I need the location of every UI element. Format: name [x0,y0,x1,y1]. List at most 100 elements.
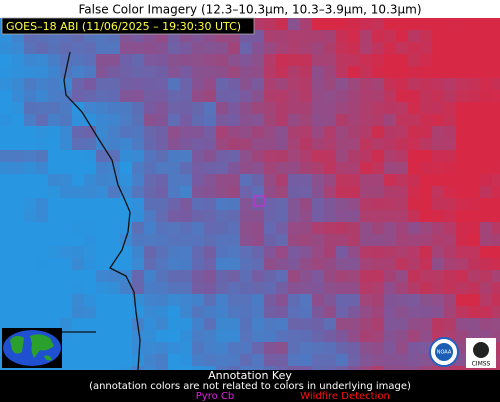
pixel-block [84,114,96,126]
pixel-block [216,138,228,150]
pixel-block [444,138,456,150]
pixel-block [24,306,36,318]
pixel-block [324,198,336,210]
pixel-block [48,246,60,258]
pixel-block [24,282,36,294]
pixel-block [492,306,500,318]
pixel-block [264,138,276,150]
pixel-block [84,42,96,54]
pixel-block [12,138,24,150]
pixel-block [252,78,264,90]
pixel-block [348,246,360,258]
pixel-block [348,294,360,306]
pixel-block [432,246,444,258]
pixel-block [204,114,216,126]
pixel-block [72,306,84,318]
pixel-block [444,42,456,54]
pixel-block [84,246,96,258]
pixel-block [348,102,360,114]
pixel-block [276,246,288,258]
pixel-block [36,270,48,282]
pixel-block [48,54,60,66]
pixel-block [0,186,12,198]
pixel-block [156,246,168,258]
pixel-block [108,342,120,354]
pixel-block [228,306,240,318]
pixel-block [432,306,444,318]
pixel-block [228,294,240,306]
pixel-block [168,54,180,66]
pixel-block [372,66,384,78]
pixel-block [132,78,144,90]
pixel-block [228,78,240,90]
pixel-block [180,342,192,354]
pixel-block [12,258,24,270]
pixel-block [168,342,180,354]
pixel-block [384,318,396,330]
pixel-block [252,246,264,258]
pixel-block [120,54,132,66]
pixel-block [12,186,24,198]
pixel-block [348,138,360,150]
pixel-block [444,282,456,294]
pixel-block [408,126,420,138]
pixel-block [360,138,372,150]
pixel-block [384,78,396,90]
pixel-block [360,294,372,306]
pixel-block [300,66,312,78]
pixel-block [324,342,336,354]
pixel-block [300,282,312,294]
pixel-block [288,222,300,234]
pixel-block [180,318,192,330]
pixel-block [12,114,24,126]
pixel-block [456,246,468,258]
pixel-block [372,342,384,354]
pixel-block [144,318,156,330]
pixel-block [456,162,468,174]
pixel-block [204,102,216,114]
pixel-block [108,234,120,246]
pixel-block [300,222,312,234]
pixel-block [12,234,24,246]
pixel-block [240,114,252,126]
pixel-block [456,30,468,42]
pixel-block [204,198,216,210]
pixel-block [252,294,264,306]
pixel-block [216,342,228,354]
pixel-block [252,198,264,210]
pixel-block [264,258,276,270]
pixel-block [396,90,408,102]
pixel-block [48,102,60,114]
pixel-block [300,150,312,162]
title: False Color Imagery (12.3–10.3µm, 10.3–3… [78,3,421,17]
pixel-block [144,258,156,270]
pixel-block [60,126,72,138]
pixel-block [372,90,384,102]
pixel-block [276,30,288,42]
pixel-block [48,78,60,90]
pixel-block [24,102,36,114]
pixel-block [120,366,132,370]
pixel-block [348,162,360,174]
pixel-block [492,90,500,102]
pixel-block [36,150,48,162]
pixel-block [432,222,444,234]
pixel-block [264,318,276,330]
pixel-block [24,114,36,126]
pixel-block [384,42,396,54]
pixel-block [36,198,48,210]
pixel-block [72,342,84,354]
pixel-block [204,90,216,102]
pixel-block [216,54,228,66]
pixel-block [444,246,456,258]
pixel-block [72,174,84,186]
pixel-block [216,186,228,198]
pixel-block [204,138,216,150]
pixel-block [336,138,348,150]
pixel-block [336,18,348,30]
pixel-block [156,42,168,54]
pixel-block [12,90,24,102]
pixel-block [84,318,96,330]
pixel-block [12,270,24,282]
pixel-block [300,294,312,306]
